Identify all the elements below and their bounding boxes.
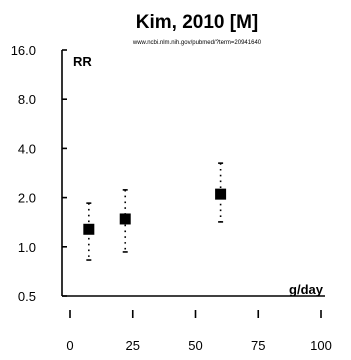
y-tick-label: 4.0 [18, 141, 36, 156]
rr-point-marker [119, 213, 131, 225]
x-ticks: 0 25 50 75 100 [66, 310, 332, 353]
y-tick-label: 8.0 [18, 92, 36, 107]
x-tick-label: 0 [66, 338, 73, 353]
x-tick-label: 75 [251, 338, 265, 353]
y-axis-label: RR [73, 54, 92, 69]
rr-point-marker [215, 188, 227, 200]
x-axis-label: g/day [289, 282, 324, 297]
x-tick-label: 50 [188, 338, 202, 353]
y-ticks: 0.5 1.0 2.0 4.0 8.0 16.0 [11, 43, 67, 304]
y-tick-label: 16.0 [11, 43, 36, 58]
chart-title: Kim, 2010 [M] [136, 12, 258, 33]
chart-subtitle: www.ncbi.nlm.nih.gov/pubmed/?term=209416… [132, 40, 262, 46]
y-tick-label: 1.0 [18, 240, 36, 255]
data-points [83, 162, 227, 261]
y-tick-label: 0.5 [18, 289, 36, 304]
y-tick-label: 2.0 [18, 191, 36, 206]
x-tick-label: 25 [126, 338, 140, 353]
x-tick-label: 100 [310, 338, 332, 353]
rr-point-marker [83, 223, 95, 235]
